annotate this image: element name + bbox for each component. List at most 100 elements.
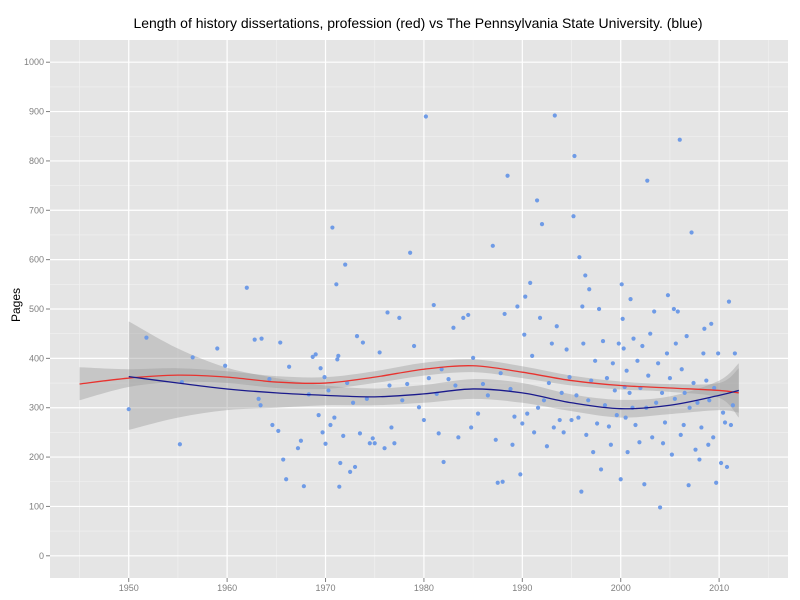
data-point [631,336,636,341]
data-point [671,306,676,312]
data-point [469,425,474,430]
data-point [716,351,721,356]
data-point [287,364,292,369]
y-tick-label: 900 [29,107,44,117]
data-point [621,346,626,351]
data-point [728,422,734,428]
data-point [456,435,461,440]
smooth-lines [79,365,739,410]
data-point [627,390,632,396]
data-point [549,341,554,346]
psu-trend-line [128,375,739,410]
data-point [372,441,377,446]
data-point [337,484,342,489]
data-point [600,338,606,344]
data-point [350,400,356,405]
data-point [335,357,340,362]
y-axis: 0 100 200 300 400 500 600 700 800 900 1000 [24,57,50,561]
data-point [490,243,495,248]
y-tick-label: 400 [29,353,44,363]
data-point [530,353,535,358]
data-point [648,331,653,336]
y-tick-label: 100 [29,501,44,511]
data-point [537,315,543,320]
data-point [341,433,346,438]
data-point [620,316,625,321]
data-point [276,428,281,434]
data-point [352,464,358,470]
scatter-points [126,113,737,510]
data-point [522,332,527,337]
data-point [684,334,689,339]
data-point [608,442,613,447]
data-point [598,467,604,472]
data-point [557,417,562,423]
data-point [687,405,692,410]
y-tick-label: 700 [29,205,44,215]
data-point [520,421,525,426]
data-point [637,440,642,445]
data-point [669,452,674,457]
data-point [345,380,350,386]
data-point [662,420,668,425]
data-point [301,484,306,489]
data-point [493,437,498,442]
data-point [126,407,131,412]
data-point [675,309,680,314]
data-point [334,282,339,287]
data-point [270,422,275,428]
data-point [441,459,446,465]
data-point [348,469,353,474]
x-tick-label: 2000 [611,583,631,593]
data-point [498,371,503,376]
data-point [724,464,730,470]
data-point [284,477,289,482]
data-point [576,415,581,420]
data-point [326,388,331,393]
data-point [451,325,456,330]
data-point [298,438,304,443]
data-point [709,321,714,326]
data-point [552,113,557,118]
data-point [252,337,257,342]
data-point [707,398,712,403]
y-tick-label: 800 [29,156,44,166]
data-point [258,403,263,408]
data-point [336,353,341,358]
data-point [495,480,500,485]
data-point [551,425,556,430]
data-point [606,424,612,429]
data-point [343,262,348,267]
data-point [635,358,640,363]
data-point [586,398,591,403]
data-point [701,351,706,356]
data-point [718,460,724,466]
data-point [602,403,608,408]
data-point [711,435,716,440]
data-point [322,375,327,380]
data-point [512,414,517,419]
data-point [691,380,696,386]
data-point [541,398,547,403]
data-point [471,355,476,360]
data-point [714,480,719,485]
data-point [475,411,481,416]
data-point [544,444,550,449]
x-tick-label: 1960 [217,583,237,593]
x-axis: 1950 1960 1970 1980 1990 2000 2010 [119,578,729,593]
data-point [397,315,402,320]
data-point [387,383,392,388]
data-point [382,446,387,451]
data-point [426,376,431,381]
data-point [439,367,444,372]
data-point [431,302,436,308]
data-point [389,425,394,430]
data-point [360,340,366,345]
minor-gridlines [50,40,788,578]
data-point [421,417,427,423]
data-point [411,343,417,349]
data-point [681,422,686,428]
data-point [453,383,458,388]
data-point [591,450,596,455]
data-point [614,413,619,418]
